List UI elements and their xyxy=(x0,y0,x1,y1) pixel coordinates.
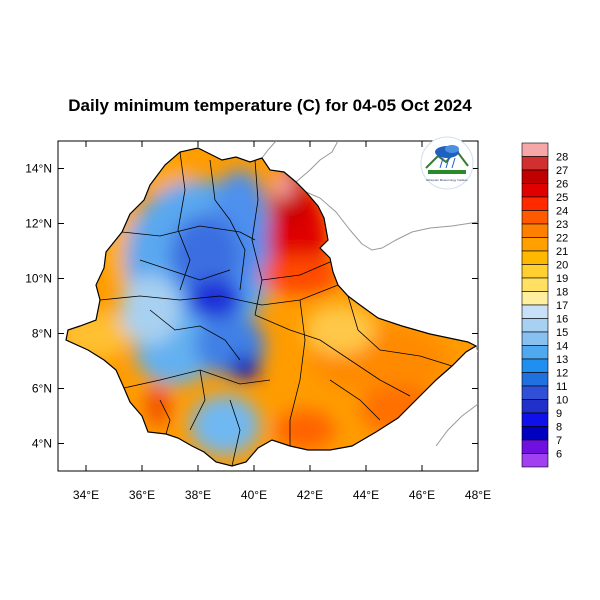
colorbar-swatch xyxy=(521,426,549,441)
colorbar-swatch xyxy=(521,264,549,279)
colorbar-label: 27 xyxy=(556,165,568,177)
colorbar-swatch xyxy=(521,331,549,346)
colorbar-swatch xyxy=(521,142,549,157)
colorbar-label: 22 xyxy=(556,233,568,245)
y-tick-label: 10°N xyxy=(25,272,52,286)
colorbar-swatch xyxy=(521,345,549,360)
colorbar-swatch xyxy=(521,372,549,387)
colorbar-swatch xyxy=(521,223,549,238)
neighbor-borders xyxy=(261,141,478,447)
x-tick-label: 42°E xyxy=(297,488,323,502)
x-tick-label: 48°E xyxy=(465,488,491,502)
y-tick-label: 6°N xyxy=(32,382,52,396)
y-tick-label: 14°N xyxy=(25,162,52,176)
colorbar-swatch xyxy=(521,183,549,198)
x-tick-label: 46°E xyxy=(409,488,435,502)
colorbar-label: 28 xyxy=(556,152,568,164)
colorbar-label: 14 xyxy=(556,341,568,353)
colorbar-label: 17 xyxy=(556,300,568,312)
meteorology-agency-logo: Ethiopian Meteorology Institute xyxy=(420,136,474,190)
colorbar-label: 18 xyxy=(556,287,568,299)
ethiopia-outline xyxy=(65,147,478,467)
y-tick-label: 8°N xyxy=(32,327,52,341)
x-tick-label: 36°E xyxy=(129,488,155,502)
colorbar-swatch xyxy=(521,318,549,333)
colorbar-label: 23 xyxy=(556,219,568,231)
colorbar-label: 7 xyxy=(556,435,562,447)
colorbar-label: 16 xyxy=(556,314,568,326)
logo-caption: Ethiopian Meteorology Institute xyxy=(426,178,468,182)
colorbar-swatch xyxy=(521,358,549,373)
colorbar-swatch xyxy=(521,277,549,292)
colorbar-label: 24 xyxy=(556,206,568,218)
colorbar-label: 25 xyxy=(556,192,568,204)
admin-boundaries xyxy=(99,151,453,466)
colorbar-label: 8 xyxy=(556,422,562,434)
colorbar-label: 19 xyxy=(556,273,568,285)
colorbar-swatch xyxy=(521,250,549,265)
colorbar-swatch xyxy=(521,210,549,225)
colorbar-swatch xyxy=(521,304,549,319)
colorbar-swatch xyxy=(521,385,549,400)
colorbar-label: 12 xyxy=(556,368,568,380)
colorbar-label: 13 xyxy=(556,354,568,366)
y-tick-label: 4°N xyxy=(32,437,52,451)
colorbar-swatch xyxy=(521,399,549,414)
colorbar-label: 26 xyxy=(556,179,568,191)
colorbar-swatch xyxy=(521,291,549,306)
colorbar-label: 9 xyxy=(556,408,562,420)
colorbar-swatch xyxy=(521,237,549,252)
colorbar-label: 10 xyxy=(556,395,568,407)
colorbar-swatch xyxy=(521,412,549,427)
colorbar-label: 15 xyxy=(556,327,568,339)
x-tick-label: 34°E xyxy=(73,488,99,502)
x-axis: 34°E 36°E 38°E 40°E 42°E 44°E 46°E 48°E xyxy=(73,141,491,502)
y-axis: 14°N 12°N 10°N 8°N 6°N 4°N xyxy=(25,162,478,451)
colorbar-swatch xyxy=(521,196,549,211)
colorbar-swatch xyxy=(521,169,549,184)
colorbar-swatch xyxy=(521,439,549,454)
x-tick-label: 44°E xyxy=(353,488,379,502)
colorbar-label: 6 xyxy=(556,449,562,461)
colorbar-swatch xyxy=(521,453,549,468)
colorbar-label: 21 xyxy=(556,246,568,258)
colorbar-label: 20 xyxy=(556,260,568,272)
x-tick-label: 40°E xyxy=(241,488,267,502)
y-tick-label: 12°N xyxy=(25,217,52,231)
colorbar-label: 11 xyxy=(556,381,567,393)
colorbar-swatch xyxy=(521,156,549,171)
map-title: Daily minimum temperature (C) for 04-05 … xyxy=(68,96,472,115)
x-tick-label: 38°E xyxy=(185,488,211,502)
